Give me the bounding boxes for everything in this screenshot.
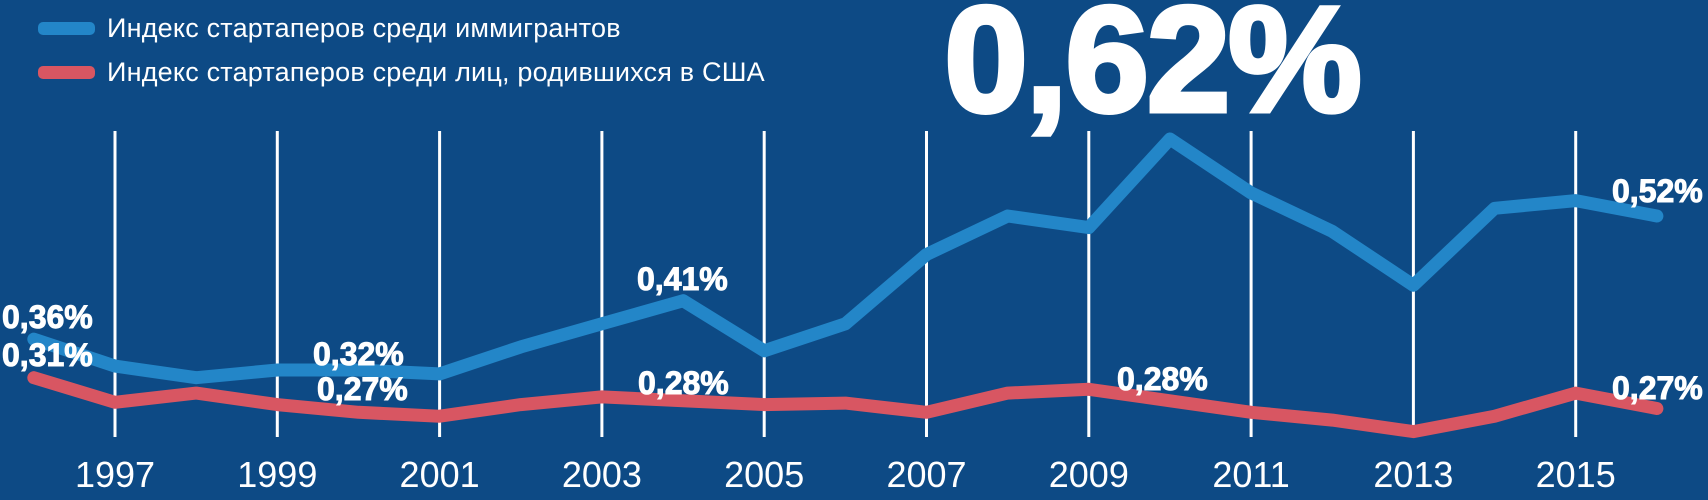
value-label-us_born-2003: 0,28%: [638, 365, 730, 401]
value-label-us_born-2016: 0,27%: [1612, 370, 1704, 406]
peak-value-label-immigrants-2010: 0,62%: [942, 0, 1364, 143]
value-label-us_born-1996: 0,31%: [2, 337, 94, 373]
us-born-line: [27, 371, 1664, 439]
us-born-line-swatch-icon: [38, 65, 95, 79]
x-tick-2005: 2005: [724, 454, 805, 495]
value-label-immigrants-1996: 0,36%: [2, 299, 94, 335]
value-label-us_born-2000: 0,27%: [317, 371, 409, 407]
x-tick-2001: 2001: [399, 454, 480, 495]
legend-item-immigrants: Индекс стартаперов среди иммигрантов: [38, 12, 765, 44]
x-tick-2015: 2015: [1535, 454, 1616, 495]
x-tick-2007: 2007: [886, 454, 967, 495]
immigrants-line: [27, 132, 1664, 385]
value-label-immigrants-2016: 0,52%: [1612, 173, 1704, 209]
x-tick-2009: 2009: [1048, 454, 1129, 495]
x-tick-2013: 2013: [1373, 454, 1454, 495]
x-tick-2011: 2011: [1212, 454, 1290, 495]
x-tick-2003: 2003: [561, 454, 642, 495]
value-label-immigrants-2004: 0,41%: [637, 261, 729, 297]
legend-item-us-born: Индекс стартаперов среди лиц, родившихся…: [38, 56, 765, 88]
legend-label-immigrants: Индекс стартаперов среди иммигрантов: [107, 12, 621, 43]
immigrants-line-swatch-icon: [38, 21, 95, 35]
legend-label-us-born: Индекс стартаперов среди лиц, родившихся…: [107, 56, 765, 87]
value-label-immigrants-2000: 0,32%: [313, 336, 405, 372]
value-label-us_born-2009: 0,28%: [1117, 361, 1209, 397]
x-tick-1997: 1997: [74, 454, 156, 495]
x-tick-1999: 1999: [237, 454, 318, 495]
legend: Индекс стартаперов среди иммигрантов Инд…: [38, 12, 765, 100]
